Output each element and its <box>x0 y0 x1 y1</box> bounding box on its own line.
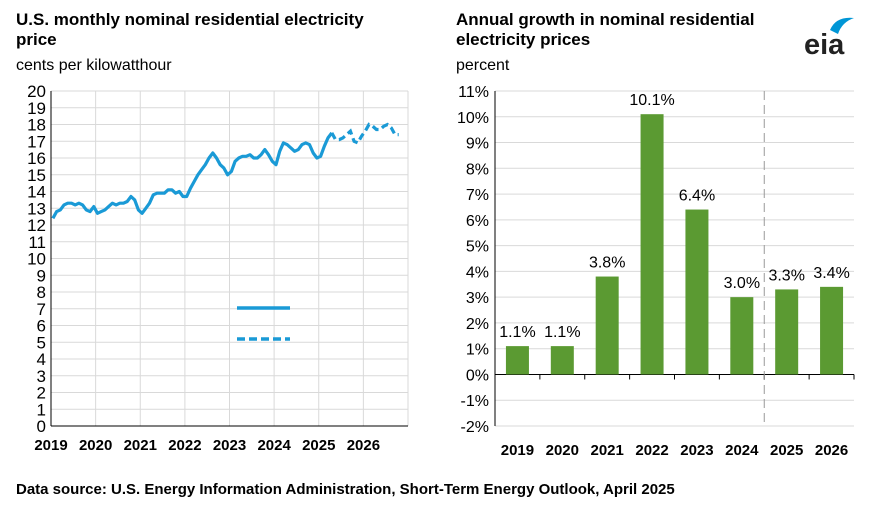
y-tick-label: 8% <box>466 161 489 178</box>
y-tick-label: 0% <box>466 367 489 384</box>
y-tick-label: 18 <box>27 116 46 135</box>
y-tick-label: 4 <box>37 350 46 369</box>
bar-data-label: 1.1% <box>499 324 535 341</box>
series-line-history <box>51 131 334 220</box>
y-tick-label: 7 <box>37 300 46 319</box>
y-tick-label: 2 <box>37 384 46 403</box>
x-tick-label: 2019 <box>501 442 534 459</box>
bar <box>730 297 754 375</box>
x-tick-label: 2024 <box>257 437 291 454</box>
y-tick-label: 9 <box>37 266 46 285</box>
bar <box>820 286 844 375</box>
y-tick-label: 6% <box>466 213 489 230</box>
y-tick-label: 10 <box>27 250 46 269</box>
y-tick-label: 7% <box>466 187 489 204</box>
y-tick-label: 16 <box>27 149 46 168</box>
y-tick-label: 13 <box>27 199 46 218</box>
y-tick-label: 12 <box>27 216 46 235</box>
y-tick-label: 3 <box>37 367 46 386</box>
y-tick-label: 1% <box>466 342 489 359</box>
y-tick-label: 10% <box>457 110 489 127</box>
y-tick-label: 20 <box>27 82 46 101</box>
y-tick-label: 5% <box>466 239 489 256</box>
eia-logo: eia <box>804 17 854 61</box>
bar <box>550 346 574 375</box>
y-tick-label: -1% <box>461 393 489 410</box>
series-line-forecast <box>330 122 399 145</box>
y-tick-label: 19 <box>27 99 46 118</box>
logo-arc <box>830 17 854 34</box>
y-tick-label: 2% <box>466 316 489 333</box>
x-tick-label: 2022 <box>168 437 201 454</box>
y-tick-label: 5 <box>37 333 46 352</box>
x-tick-label: 2024 <box>725 442 759 459</box>
y-tick-label: 15 <box>27 166 46 185</box>
y-tick-label: 1 <box>37 400 46 419</box>
x-tick-label: 2019 <box>34 437 67 454</box>
y-tick-label: 8 <box>37 283 46 302</box>
y-tick-label: 11% <box>458 84 489 101</box>
bar <box>595 276 619 375</box>
y-tick-label: 4% <box>466 264 489 281</box>
x-tick-label: 2025 <box>770 442 803 459</box>
bar <box>685 209 709 375</box>
x-tick-label: 2023 <box>680 442 713 459</box>
bar <box>505 346 529 375</box>
logo-text: eia <box>804 29 845 61</box>
bar <box>775 289 799 375</box>
x-tick-label: 2020 <box>546 442 579 459</box>
left-chart-units: cents per kilowatthour <box>16 57 172 74</box>
bar <box>640 114 664 375</box>
x-tick-label: 2021 <box>124 437 157 454</box>
bar-data-label: 10.1% <box>629 92 674 109</box>
bar-data-label: 1.1% <box>544 324 580 341</box>
y-tick-label: 6 <box>37 317 46 336</box>
x-tick-label: 2022 <box>635 442 668 459</box>
x-tick-label: 2025 <box>302 437 335 454</box>
right-chart-units: percent <box>456 57 510 74</box>
x-tick-label: 2026 <box>815 442 848 459</box>
x-tick-label: 2021 <box>591 442 624 459</box>
data-source-note: Data source: U.S. Energy Information Adm… <box>16 481 675 498</box>
y-tick-label: -2% <box>461 419 489 436</box>
bar-data-label: 3.4% <box>813 265 849 282</box>
y-tick-label: 14 <box>27 183 46 202</box>
y-tick-label: 3% <box>466 290 489 307</box>
y-tick-label: 0 <box>37 417 46 436</box>
y-tick-label: 17 <box>27 132 46 151</box>
x-tick-label: 2026 <box>347 437 380 454</box>
right-chart-title: Annual growth in nominal residential ele… <box>456 10 755 49</box>
x-tick-label: 2023 <box>213 437 246 454</box>
bar-data-label: 6.4% <box>679 188 715 205</box>
y-tick-label: 11 <box>28 233 46 252</box>
bar-data-label: 3.8% <box>589 255 625 272</box>
bar-data-label: 3.3% <box>768 267 804 284</box>
x-tick-label: 2020 <box>79 437 112 454</box>
left-chart-title: U.S. monthly nominal residential electri… <box>16 10 364 49</box>
bar-data-label: 3.0% <box>724 275 760 292</box>
y-tick-label: 9% <box>466 136 489 153</box>
